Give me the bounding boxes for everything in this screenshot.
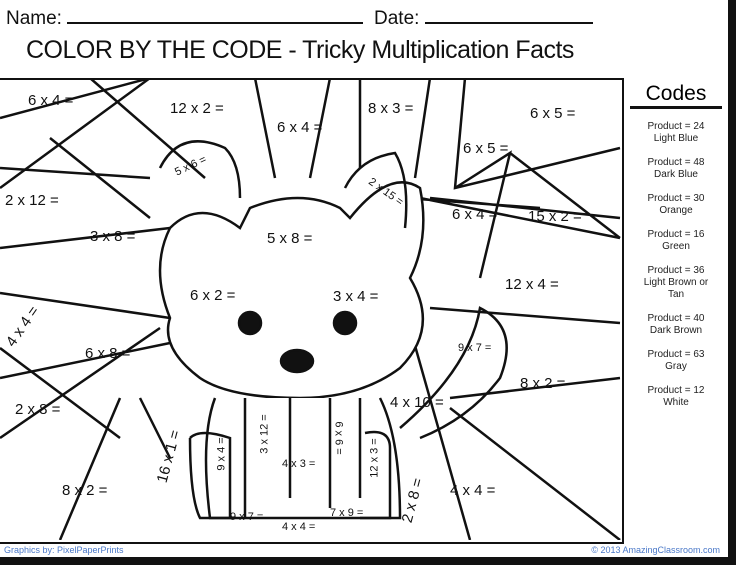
equation[interactable]: 3 x 12 = xyxy=(258,414,271,454)
code-item: Product = 30 Orange xyxy=(647,193,705,216)
equation[interactable]: 9 x 7 = xyxy=(458,342,492,354)
equation[interactable]: 3 x 4 = xyxy=(333,288,379,305)
equation[interactable]: 6 x 4 = xyxy=(452,206,498,223)
equation[interactable]: 6 x 5 = xyxy=(530,105,576,122)
equation[interactable]: 12 x 3 = xyxy=(368,438,381,478)
equation[interactable]: 5 x 8 = xyxy=(267,230,313,247)
equation[interactable]: 7 x 9 = xyxy=(330,507,364,519)
equation[interactable]: 2 x 12 = xyxy=(5,192,59,209)
name-field[interactable]: Name: xyxy=(6,6,364,30)
date-label: Date: xyxy=(374,8,420,29)
worksheet: Name: Date: COLOR BY THE CODE - Tricky M… xyxy=(0,0,728,557)
equation[interactable]: 4 x 10 = xyxy=(390,394,444,411)
equation[interactable]: 3 x 8 = xyxy=(90,228,136,245)
equation[interactable]: 6 x 8 = xyxy=(85,345,131,362)
page-title: COLOR BY THE CODE - Tricky Multiplicatio… xyxy=(26,36,574,64)
equation[interactable]: 4 x 4 = xyxy=(282,521,316,533)
coloring-board xyxy=(0,78,624,544)
equation[interactable]: 12 x 4 = xyxy=(505,276,559,293)
code-item: Product = 63 Gray xyxy=(647,349,705,372)
name-label: Name: xyxy=(6,8,62,29)
equation[interactable]: 6 x 4 = xyxy=(28,92,74,109)
codes-title: Codes xyxy=(630,80,722,109)
equation[interactable]: 6 x 2 = xyxy=(190,287,236,304)
equation[interactable]: 12 x 2 = xyxy=(170,100,224,117)
code-item: Product = 16 Green xyxy=(647,229,705,252)
equation[interactable]: 9 x 4 = xyxy=(215,437,228,471)
equation[interactable]: 4 x 4 = xyxy=(450,482,496,499)
equation[interactable]: 9 x 7 = xyxy=(230,511,264,523)
date-field[interactable]: Date: xyxy=(374,6,593,30)
code-item: Product = 40 Dark Brown xyxy=(647,313,705,336)
equation[interactable]: 4 x 3 = xyxy=(282,458,316,470)
equation[interactable]: 15 x 2 = xyxy=(528,208,582,225)
equation[interactable]: 6 x 6 = xyxy=(332,421,345,455)
region-lines xyxy=(0,78,621,540)
code-item: Product = 24 Light Blue xyxy=(647,121,705,144)
equation[interactable]: 2 x 8 = xyxy=(15,401,61,418)
equation[interactable]: 6 x 5 = xyxy=(463,140,509,157)
graphics-credit-link[interactable]: Graphics by: PixelPaperPrints xyxy=(4,545,124,555)
code-item: Product = 36 Light Brown or Tan xyxy=(643,265,709,300)
equation[interactable]: 8 x 2 = xyxy=(520,375,566,392)
equation[interactable]: 6 x 4 = xyxy=(277,119,323,136)
code-item: Product = 12 White xyxy=(647,385,705,408)
copyright-link[interactable]: © 2013 AmazingClassroom.com xyxy=(591,545,720,555)
code-item: Product = 48 Dark Blue xyxy=(647,157,705,180)
codes-panel: Codes Product = 24 Light Blue Product = 4… xyxy=(624,80,728,538)
equation[interactable]: 8 x 3 = xyxy=(368,100,414,117)
equation[interactable]: 8 x 2 = xyxy=(62,482,108,499)
